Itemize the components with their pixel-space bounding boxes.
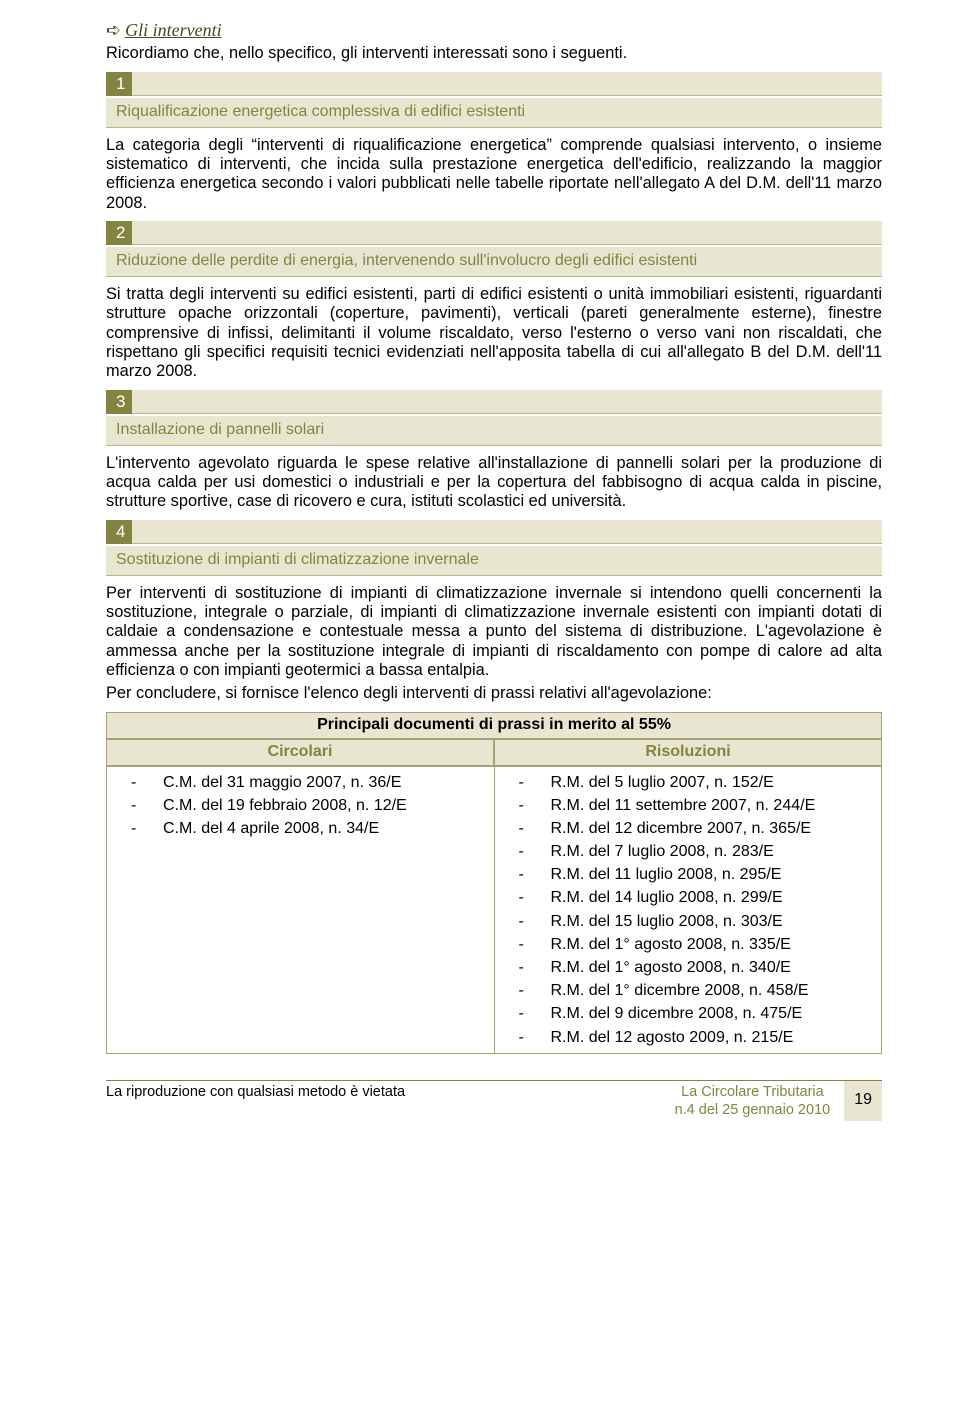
section-heading: ➪Gli interventi	[106, 20, 882, 41]
list-item: R.M. del 12 dicembre 2007, n. 365/E	[551, 817, 812, 840]
heading-text: Gli interventi	[125, 20, 221, 40]
list-item: R.M. del 11 luglio 2008, n. 295/E	[551, 863, 782, 886]
page-number: 19	[844, 1081, 882, 1121]
section-3-number: 3	[106, 390, 132, 414]
section-2-body: Si tratta degli interventi su edifici es…	[106, 285, 882, 382]
section-2-title: Riduzione delle perdite di energia, inte…	[106, 247, 882, 277]
list-item: R.M. del 1° agosto 2008, n. 340/E	[551, 956, 791, 979]
conclude-text: Per concludere, si fornisce l'elenco deg…	[106, 684, 882, 703]
footer-issue: n.4 del 25 gennaio 2010	[675, 1101, 831, 1119]
list-item: R.M. del 9 dicembre 2008, n. 475/E	[551, 1002, 803, 1025]
section-4-number: 4	[106, 520, 132, 544]
section-3-title: Installazione di pannelli solari	[106, 416, 882, 446]
footer-left-text: La riproduzione con qualsiasi metodo è v…	[106, 1081, 667, 1121]
section-1-title: Riqualificazione energetica complessiva …	[106, 98, 882, 128]
list-item: R.M. del 15 luglio 2008, n. 303/E	[551, 910, 783, 933]
section-4-body: Per interventi di sostituzione di impian…	[106, 584, 882, 681]
table-column-headers: Circolari Risoluzioni	[106, 739, 882, 766]
arrow-icon: ➪	[106, 20, 121, 41]
list-item: R.M. del 11 settembre 2007, n. 244/E	[551, 794, 816, 817]
list-item: C.M. del 4 aprile 2008, n. 34/E	[163, 817, 379, 840]
col-circolari-header: Circolari	[106, 739, 494, 766]
list-item: R.M. del 12 agosto 2009, n. 215/E	[551, 1026, 794, 1049]
list-item: R.M. del 5 luglio 2007, n. 152/E	[551, 771, 774, 794]
risoluzioni-column: -R.M. del 5 luglio 2007, n. 152/E -R.M. …	[495, 767, 882, 1053]
table-body: -C.M. del 31 maggio 2007, n. 36/E -C.M. …	[106, 766, 882, 1054]
section-3-body: L'intervento agevolato riguarda le spese…	[106, 454, 882, 512]
section-1-tab: 1	[106, 72, 882, 96]
list-item: R.M. del 7 luglio 2008, n. 283/E	[551, 840, 774, 863]
list-item: R.M. del 1° dicembre 2008, n. 458/E	[551, 979, 809, 1002]
footer: La riproduzione con qualsiasi metodo è v…	[106, 1080, 882, 1121]
intro-text: Ricordiamo che, nello specifico, gli int…	[106, 44, 882, 63]
section-3-tab: 3	[106, 390, 882, 414]
section-2-tab: 2	[106, 221, 882, 245]
table-header: Principali documenti di prassi in merito…	[106, 712, 882, 739]
list-item: C.M. del 19 febbraio 2008, n. 12/E	[163, 794, 407, 817]
section-1-body: La categoria degli “interventi di riqual…	[106, 136, 882, 213]
list-item: C.M. del 31 maggio 2007, n. 36/E	[163, 771, 401, 794]
section-1-number: 1	[106, 72, 132, 96]
list-item: R.M. del 14 luglio 2008, n. 299/E	[551, 886, 783, 909]
circolari-column: -C.M. del 31 maggio 2007, n. 36/E -C.M. …	[107, 767, 495, 1053]
section-4-title: Sostituzione di impianti di climatizzazi…	[106, 546, 882, 576]
col-risoluzioni-header: Risoluzioni	[494, 739, 882, 766]
section-4-tab: 4	[106, 520, 882, 544]
footer-title: La Circolare Tributaria	[675, 1083, 831, 1101]
section-2-number: 2	[106, 221, 132, 245]
list-item: R.M. del 1° agosto 2008, n. 335/E	[551, 933, 791, 956]
